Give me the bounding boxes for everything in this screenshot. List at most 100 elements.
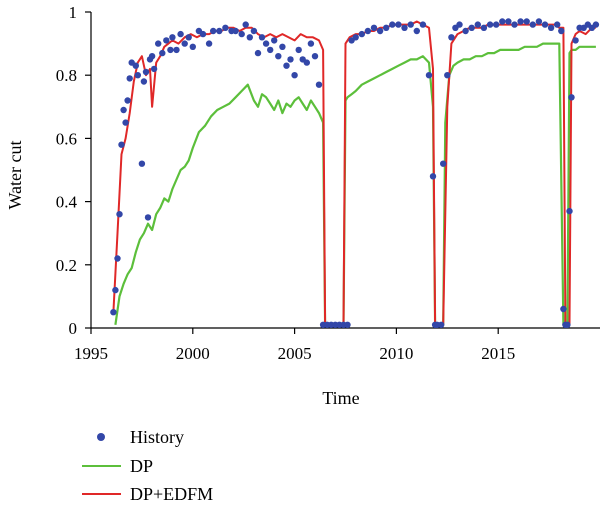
history-point <box>358 30 365 38</box>
history-point <box>344 321 351 328</box>
history-point <box>142 68 150 76</box>
history-point <box>150 65 158 73</box>
history-point <box>242 21 249 28</box>
history-point <box>163 37 170 44</box>
history-point <box>401 24 408 31</box>
history-point <box>246 34 253 41</box>
history-point <box>238 30 245 38</box>
history-point <box>205 40 213 47</box>
y-tick-label: 1 <box>69 3 78 22</box>
history-point <box>572 37 579 44</box>
history-point <box>295 46 302 54</box>
legend-history-swatch <box>97 433 105 441</box>
history-point <box>419 21 427 28</box>
history-point <box>216 27 223 35</box>
history-point <box>126 75 133 82</box>
history-point <box>210 27 217 35</box>
history-point <box>140 78 148 85</box>
series-dp <box>114 42 596 326</box>
history-point <box>592 21 600 28</box>
history-point <box>480 24 488 31</box>
x-tick-label: 1995 <box>74 344 108 363</box>
series-dp-edfm <box>112 20 596 326</box>
history-point <box>311 53 319 60</box>
history-point <box>120 106 127 114</box>
history-point <box>486 21 494 28</box>
history-point <box>438 321 445 328</box>
series-history <box>110 18 600 328</box>
history-point <box>144 214 152 221</box>
history-point <box>118 141 125 148</box>
history-point <box>493 21 500 28</box>
history-point <box>114 255 121 262</box>
history-point <box>560 305 567 313</box>
legend-history: History <box>97 427 184 447</box>
history-point <box>383 24 390 31</box>
dp-edfm-line <box>112 20 596 326</box>
history-point <box>185 34 192 41</box>
dp-line <box>114 42 596 326</box>
history-point <box>389 21 396 28</box>
history-point <box>364 27 372 35</box>
x-tick-label: 2010 <box>379 344 413 363</box>
x-tick-label: 2000 <box>176 344 210 363</box>
history-point <box>425 72 433 79</box>
history-point <box>250 27 258 35</box>
history-point <box>535 18 543 25</box>
y-tick-label: 0.2 <box>56 256 77 275</box>
history-point <box>189 43 196 50</box>
history-point <box>307 40 315 47</box>
history-point <box>267 46 274 54</box>
history-point <box>112 286 119 294</box>
history-point <box>444 72 451 79</box>
history-point <box>132 62 139 69</box>
history-point <box>462 27 469 35</box>
history-point <box>564 321 571 328</box>
history-point <box>124 97 131 104</box>
history-point <box>456 21 463 28</box>
history-point <box>271 37 278 44</box>
history-point <box>448 34 455 41</box>
history-point <box>138 160 146 167</box>
history-point <box>148 53 156 60</box>
history-point <box>566 207 573 215</box>
history-point <box>181 40 188 47</box>
history-point <box>474 21 481 28</box>
history-point <box>517 18 524 25</box>
y-tick-label: 0.6 <box>56 129 77 148</box>
history-point <box>440 160 447 167</box>
history-point <box>554 21 561 28</box>
history-point <box>499 18 506 25</box>
history-point <box>303 59 310 66</box>
history-point <box>110 309 117 316</box>
y-tick-label: 0 <box>69 319 78 338</box>
history-point <box>511 21 518 28</box>
history-point <box>258 34 266 41</box>
history-point <box>254 49 262 57</box>
history-point <box>159 49 166 57</box>
history-point <box>395 21 402 28</box>
history-point <box>134 72 141 79</box>
history-point <box>173 46 180 54</box>
history-point <box>558 27 565 35</box>
history-point <box>468 24 475 31</box>
legend-dp: DP <box>82 456 153 476</box>
ticks: 1995 2000 2005 2010 2015 0 0.2 0.4 0.6 0.8 1 <box>56 3 515 363</box>
history-point <box>155 40 162 47</box>
history-point <box>568 94 575 101</box>
history-point <box>370 24 378 31</box>
history-point <box>547 24 555 31</box>
history-point <box>541 21 549 28</box>
x-tick-label: 2005 <box>278 344 312 363</box>
legend-dp-edfm-label: DP+EDFM <box>130 484 213 504</box>
legend: History DP DP+EDFM <box>82 427 213 504</box>
history-point <box>291 72 298 79</box>
y-axis-label: Water cut <box>5 140 25 209</box>
history-point <box>122 119 129 126</box>
history-point <box>529 21 536 28</box>
history-point <box>279 43 286 50</box>
history-point <box>262 40 270 47</box>
history-point <box>169 34 176 41</box>
legend-dp-edfm: DP+EDFM <box>82 484 213 504</box>
